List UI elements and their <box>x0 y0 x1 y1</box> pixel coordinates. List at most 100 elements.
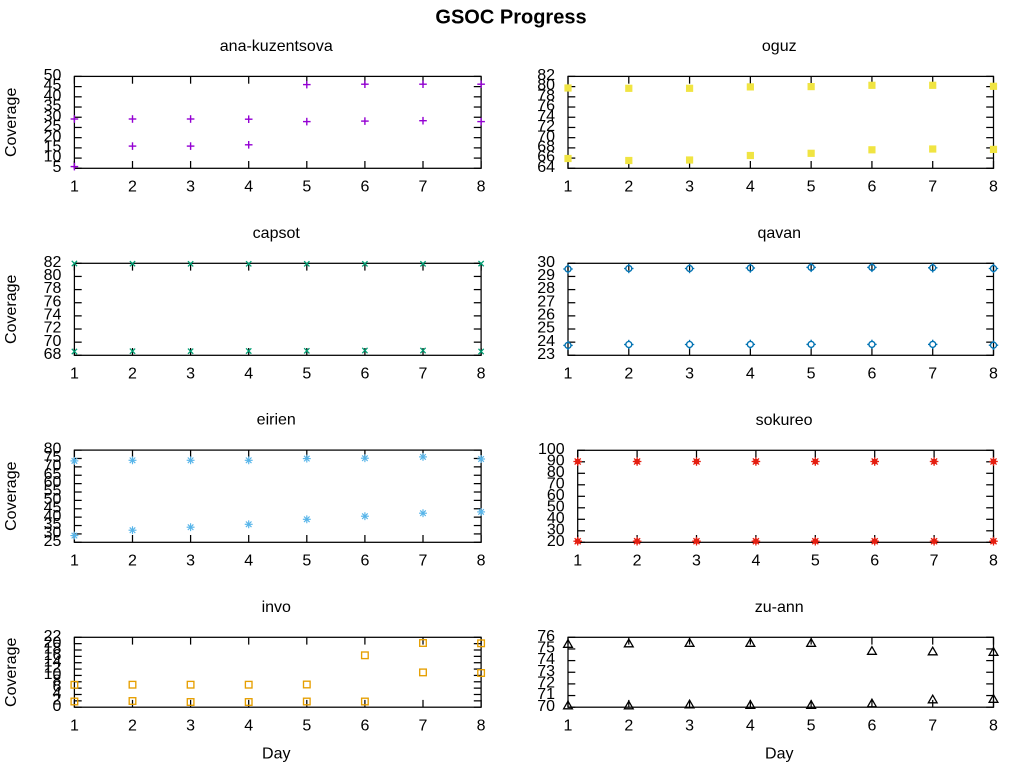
svg-text:45: 45 <box>44 77 62 94</box>
svg-text:4: 4 <box>244 553 253 570</box>
svg-text:4: 4 <box>746 366 755 383</box>
svg-text:2: 2 <box>128 718 137 735</box>
svg-text:72: 72 <box>44 320 62 337</box>
svg-text:22: 22 <box>44 628 62 645</box>
svg-text:4: 4 <box>746 718 755 735</box>
svg-text:68: 68 <box>44 346 62 363</box>
svg-text:7: 7 <box>419 366 428 383</box>
svg-text:74: 74 <box>537 651 555 668</box>
svg-text:Coverage: Coverage <box>3 275 20 344</box>
svg-text:60: 60 <box>547 487 565 504</box>
svg-text:78: 78 <box>44 280 62 297</box>
svg-text:2: 2 <box>128 366 137 383</box>
svg-text:6: 6 <box>867 179 876 196</box>
svg-text:100: 100 <box>538 441 565 458</box>
svg-text:72: 72 <box>537 118 555 135</box>
svg-text:5: 5 <box>302 179 311 196</box>
svg-text:7: 7 <box>419 553 428 570</box>
svg-text:4: 4 <box>244 179 253 196</box>
svg-text:50: 50 <box>44 491 62 508</box>
svg-text:10: 10 <box>44 149 62 166</box>
svg-text:76: 76 <box>44 293 62 310</box>
svg-text:6: 6 <box>360 553 369 570</box>
svg-text:60: 60 <box>44 474 62 491</box>
svg-text:90: 90 <box>547 452 565 469</box>
svg-text:45: 45 <box>44 499 62 516</box>
svg-text:2: 2 <box>633 553 642 570</box>
svg-text:50: 50 <box>44 67 62 84</box>
svg-text:8: 8 <box>477 553 486 570</box>
svg-text:15: 15 <box>44 138 62 155</box>
svg-text:5: 5 <box>302 366 311 383</box>
svg-text:8: 8 <box>477 718 486 735</box>
svg-text:66: 66 <box>537 149 555 166</box>
svg-text:28: 28 <box>537 280 555 297</box>
svg-text:18: 18 <box>44 641 62 658</box>
svg-text:24: 24 <box>537 333 555 350</box>
svg-text:3: 3 <box>186 718 195 735</box>
svg-text:4: 4 <box>244 718 253 735</box>
svg-text:65: 65 <box>44 466 62 483</box>
svg-text:73: 73 <box>537 663 555 680</box>
svg-text:25: 25 <box>44 533 62 550</box>
svg-text:5: 5 <box>807 366 816 383</box>
svg-text:80: 80 <box>44 267 62 284</box>
svg-text:27: 27 <box>537 293 555 310</box>
svg-text:70: 70 <box>44 457 62 474</box>
svg-text:35: 35 <box>44 98 62 115</box>
svg-text:Day: Day <box>262 746 290 763</box>
svg-text:74: 74 <box>537 108 555 125</box>
svg-text:1: 1 <box>70 179 79 196</box>
svg-text:6: 6 <box>870 553 879 570</box>
svg-text:8: 8 <box>477 179 486 196</box>
svg-text:40: 40 <box>547 510 565 527</box>
svg-text:zu-ann: zu-ann <box>755 599 804 616</box>
svg-text:1: 1 <box>564 718 573 735</box>
svg-text:1: 1 <box>564 179 573 196</box>
svg-text:6: 6 <box>867 366 876 383</box>
svg-text:1: 1 <box>70 718 79 735</box>
svg-text:Coverage: Coverage <box>3 88 20 157</box>
svg-text:80: 80 <box>44 441 62 458</box>
svg-text:2: 2 <box>128 179 137 196</box>
svg-text:3: 3 <box>186 553 195 570</box>
svg-text:7: 7 <box>928 366 937 383</box>
svg-text:5: 5 <box>52 159 61 176</box>
svg-text:7: 7 <box>419 179 428 196</box>
svg-text:4: 4 <box>244 366 253 383</box>
svg-text:2: 2 <box>624 366 633 383</box>
svg-text:Coverage: Coverage <box>3 637 20 706</box>
svg-text:2: 2 <box>52 691 61 708</box>
svg-text:20: 20 <box>44 128 62 145</box>
svg-text:5: 5 <box>807 179 816 196</box>
svg-text:25: 25 <box>44 118 62 135</box>
svg-text:55: 55 <box>44 483 62 500</box>
svg-text:68: 68 <box>537 138 555 155</box>
svg-text:30: 30 <box>547 521 565 538</box>
svg-text:Coverage: Coverage <box>3 461 20 530</box>
svg-text:35: 35 <box>44 516 62 533</box>
svg-text:23: 23 <box>537 346 555 363</box>
svg-text:2: 2 <box>624 718 633 735</box>
svg-text:3: 3 <box>685 366 694 383</box>
svg-text:26: 26 <box>537 306 555 323</box>
svg-text:3: 3 <box>692 553 701 570</box>
svg-text:6: 6 <box>867 718 876 735</box>
svg-text:3: 3 <box>186 179 195 196</box>
svg-text:8: 8 <box>989 366 998 383</box>
svg-text:70: 70 <box>44 333 62 350</box>
svg-text:8: 8 <box>989 553 998 570</box>
svg-text:80: 80 <box>547 464 565 481</box>
svg-text:5: 5 <box>807 718 816 735</box>
svg-text:50: 50 <box>547 498 565 515</box>
svg-text:3: 3 <box>685 179 694 196</box>
svg-text:1: 1 <box>70 366 79 383</box>
svg-text:70: 70 <box>537 698 555 715</box>
svg-text:capsot: capsot <box>253 225 301 242</box>
svg-text:7: 7 <box>928 179 937 196</box>
svg-text:72: 72 <box>537 675 555 692</box>
svg-text:20: 20 <box>547 533 565 550</box>
svg-text:8: 8 <box>989 718 998 735</box>
svg-text:71: 71 <box>537 686 555 703</box>
svg-text:2: 2 <box>128 553 137 570</box>
